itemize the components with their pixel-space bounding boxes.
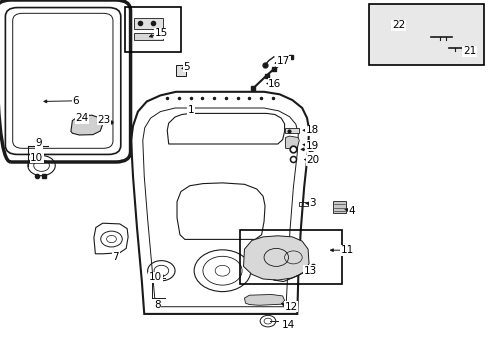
Text: 13: 13 — [303, 266, 316, 276]
Polygon shape — [244, 294, 284, 305]
Bar — [134, 33, 163, 40]
Text: 2: 2 — [306, 144, 313, 154]
Bar — [284, 128, 299, 133]
Bar — [175, 65, 186, 76]
Text: 3: 3 — [309, 198, 316, 208]
Bar — [125, 7, 181, 52]
Text: 1: 1 — [187, 105, 194, 115]
Text: 12: 12 — [284, 302, 297, 312]
Polygon shape — [71, 115, 102, 135]
Text: 10: 10 — [30, 153, 43, 163]
Bar — [299, 202, 307, 206]
Text: 11: 11 — [340, 245, 353, 255]
Polygon shape — [243, 236, 308, 280]
Text: 18: 18 — [305, 125, 318, 135]
Bar — [333, 201, 346, 213]
Polygon shape — [285, 136, 299, 149]
Text: 8: 8 — [154, 300, 161, 310]
Text: 15: 15 — [154, 28, 168, 38]
Text: 19: 19 — [305, 141, 318, 151]
Bar — [239, 230, 342, 284]
Circle shape — [394, 35, 413, 50]
Text: 21: 21 — [462, 46, 475, 56]
Text: 14: 14 — [281, 320, 295, 330]
Text: 9: 9 — [36, 138, 42, 148]
Bar — [134, 18, 163, 29]
Text: 4: 4 — [348, 206, 355, 216]
Text: 10: 10 — [149, 272, 162, 282]
Text: 20: 20 — [306, 155, 319, 165]
Circle shape — [374, 27, 402, 47]
Bar — [368, 4, 483, 65]
Text: 24: 24 — [75, 113, 89, 123]
Text: 23: 23 — [97, 114, 110, 125]
Text: 5: 5 — [183, 62, 190, 72]
Text: 6: 6 — [72, 96, 79, 106]
Text: 16: 16 — [267, 78, 281, 89]
Text: 22: 22 — [391, 20, 405, 30]
Text: 7: 7 — [112, 252, 119, 262]
Text: 17: 17 — [276, 56, 290, 66]
